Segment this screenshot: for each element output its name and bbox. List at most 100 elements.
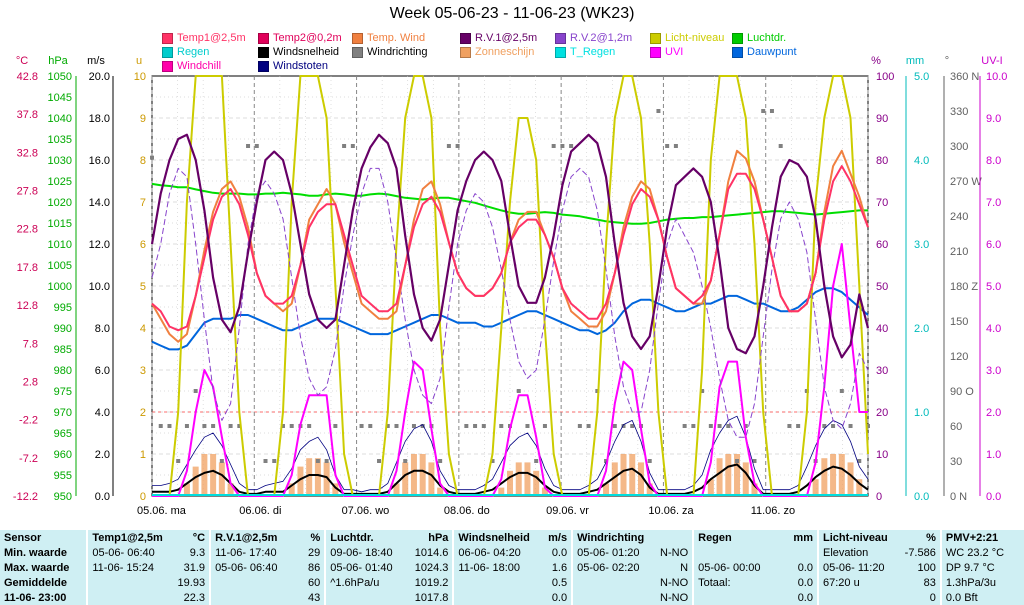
- stat-header-windrichting: Windrichting: [571, 530, 651, 545]
- windrichting-dot: [726, 424, 731, 428]
- y-tick-label-u: 7: [140, 197, 146, 209]
- windrichting-dot: [307, 424, 312, 428]
- y-tick-label-mm: 0.0: [914, 491, 929, 503]
- legend-item: Regen: [162, 46, 209, 58]
- stat-temp1-avg: 19.93: [177, 576, 206, 589]
- stat-regen-total: 0.0: [797, 576, 813, 589]
- y-tick-label-c: -2.2: [19, 415, 38, 427]
- legend-swatch: [162, 32, 173, 44]
- windrichting-dot: [717, 424, 722, 428]
- windrichting-dot: [176, 459, 181, 463]
- windrichting-dot: [385, 424, 390, 428]
- stat-unit-rv1: %: [310, 531, 321, 544]
- legend-item: T_Regen: [555, 46, 615, 58]
- windrichting-dot: [743, 424, 748, 428]
- stat-licht-max-time: 05-06- 11:20: [816, 560, 899, 575]
- y-tick-label-deg: 120: [950, 351, 968, 363]
- legend-swatch: [258, 32, 269, 44]
- stat-label-avg: Gemiddelde: [4, 576, 67, 589]
- y-tick-label-c: 32.8: [17, 147, 38, 159]
- zonneschijn-bar: [611, 462, 618, 496]
- x-tick-label: 07.06. wo: [342, 505, 390, 517]
- zonneschijn-bar: [830, 454, 837, 496]
- windrichting-dot: [673, 144, 678, 148]
- y-tick-label-ms: 0.0: [95, 491, 110, 503]
- zonneschijn-bar: [437, 487, 444, 496]
- y-tick-label-c: 37.8: [17, 109, 38, 121]
- y-tick-label-c: 42.8: [17, 71, 38, 83]
- y-tick-label-uvi: 0.0: [986, 491, 1001, 503]
- axis-unit-pct: %: [871, 55, 881, 67]
- windrichting-dot: [769, 109, 774, 113]
- y-tick-label-u: 3: [140, 365, 146, 377]
- y-tick-label-pct: 60: [876, 239, 888, 251]
- x-tick-label: 09.06. vr: [546, 505, 589, 517]
- zonneschijn-bar: [620, 454, 627, 496]
- stat-temp1-min-time: 05-06- 06:40: [86, 545, 174, 560]
- windrichting-dot: [647, 459, 652, 463]
- stat-temp1-max-time: 11-06- 15:24: [86, 560, 174, 575]
- legend-label: Windrichting: [367, 46, 428, 58]
- legend-label: Temp2@0,2m: [273, 32, 342, 44]
- legend-label: Licht-niveau: [665, 32, 725, 44]
- zonneschijn-bar: [498, 487, 505, 496]
- legend-item: R.V.1@2,5m: [460, 32, 537, 44]
- legend-swatch: [555, 46, 566, 58]
- y-tick-label-pct: 90: [876, 113, 888, 125]
- y-tick-label-mm: 2.0: [914, 323, 929, 335]
- y-tick-label-pct: 30: [876, 365, 888, 377]
- windrichting-dot: [350, 144, 355, 148]
- stat-wind-min: 0.0: [551, 546, 568, 559]
- windrichting-dot: [516, 389, 521, 393]
- stat-licht-avg: 83: [923, 576, 936, 589]
- y-tick-label-uvi: 7.0: [986, 197, 1001, 209]
- legend-label: Temp. Wind: [367, 32, 426, 44]
- y-tick-label-deg: 30: [950, 456, 962, 468]
- y-tick-label-u: 9: [140, 113, 146, 125]
- zonneschijn-bar: [637, 462, 644, 496]
- y-tick-label-c: 7.8: [23, 338, 38, 350]
- windrichting-dot: [254, 144, 259, 148]
- stat-unit-licht: %: [926, 531, 936, 544]
- stat-regen-max-time: 05-06- 00:00: [692, 560, 781, 575]
- zonneschijn-bar: [515, 462, 522, 496]
- y-tick-label-u: 5: [140, 281, 146, 293]
- legend-item: Zonneschijn: [460, 46, 534, 58]
- windrichting-dot: [682, 424, 687, 428]
- y-tick-label-c: 27.8: [17, 186, 38, 198]
- y-tick-label-c: 12.8: [17, 300, 38, 312]
- windrichting-dot: [778, 144, 783, 148]
- windrichting-dot: [184, 424, 189, 428]
- y-tick-label-uvi: 4.0: [986, 323, 1001, 335]
- windrichting-dot: [542, 424, 547, 428]
- y-tick-label-pct: 100: [876, 71, 894, 83]
- windrichting-dot: [324, 459, 329, 463]
- windrichting-dot: [342, 144, 347, 148]
- stat-wind-min-time: 06-06- 04:20: [452, 545, 535, 560]
- windrichting-dot: [560, 144, 565, 148]
- windrichting-dot: [761, 109, 766, 113]
- windrichting-dot: [246, 144, 251, 148]
- stat-luchtdr-min: 1014.6: [414, 546, 449, 559]
- windrichting-dot: [237, 424, 242, 428]
- zonneschijn-bar: [725, 454, 732, 496]
- y-tick-label-deg: 0 N: [950, 491, 967, 503]
- stat-pmv-wc: WC 23.2 °C: [939, 545, 1024, 560]
- axis-unit-u: u: [136, 55, 142, 67]
- zonneschijn-bar: [393, 483, 400, 496]
- windrichting-dot: [228, 424, 233, 428]
- stat-rv1-min: 29: [307, 546, 321, 559]
- windrichting-dot: [735, 459, 740, 463]
- windrichting-dot: [569, 144, 574, 148]
- y-tick-label-hpa: 980: [54, 365, 72, 377]
- y-tick-label-hpa: 1010: [48, 239, 72, 251]
- windrichting-dot: [630, 424, 635, 428]
- stat-dir-min-time: 05-06- 01:20: [571, 545, 651, 560]
- stat-luchtdr-min-time: 09-06- 18:40: [324, 545, 406, 560]
- zonneschijn-bar: [751, 483, 758, 496]
- y-tick-label-deg: 330: [950, 106, 968, 118]
- stat-luchtdr-avg: 1019.2: [414, 576, 449, 589]
- y-tick-label-hpa: 995: [54, 302, 72, 314]
- windrichting-dot: [263, 459, 268, 463]
- y-tick-label-ms: 18.0: [89, 113, 110, 125]
